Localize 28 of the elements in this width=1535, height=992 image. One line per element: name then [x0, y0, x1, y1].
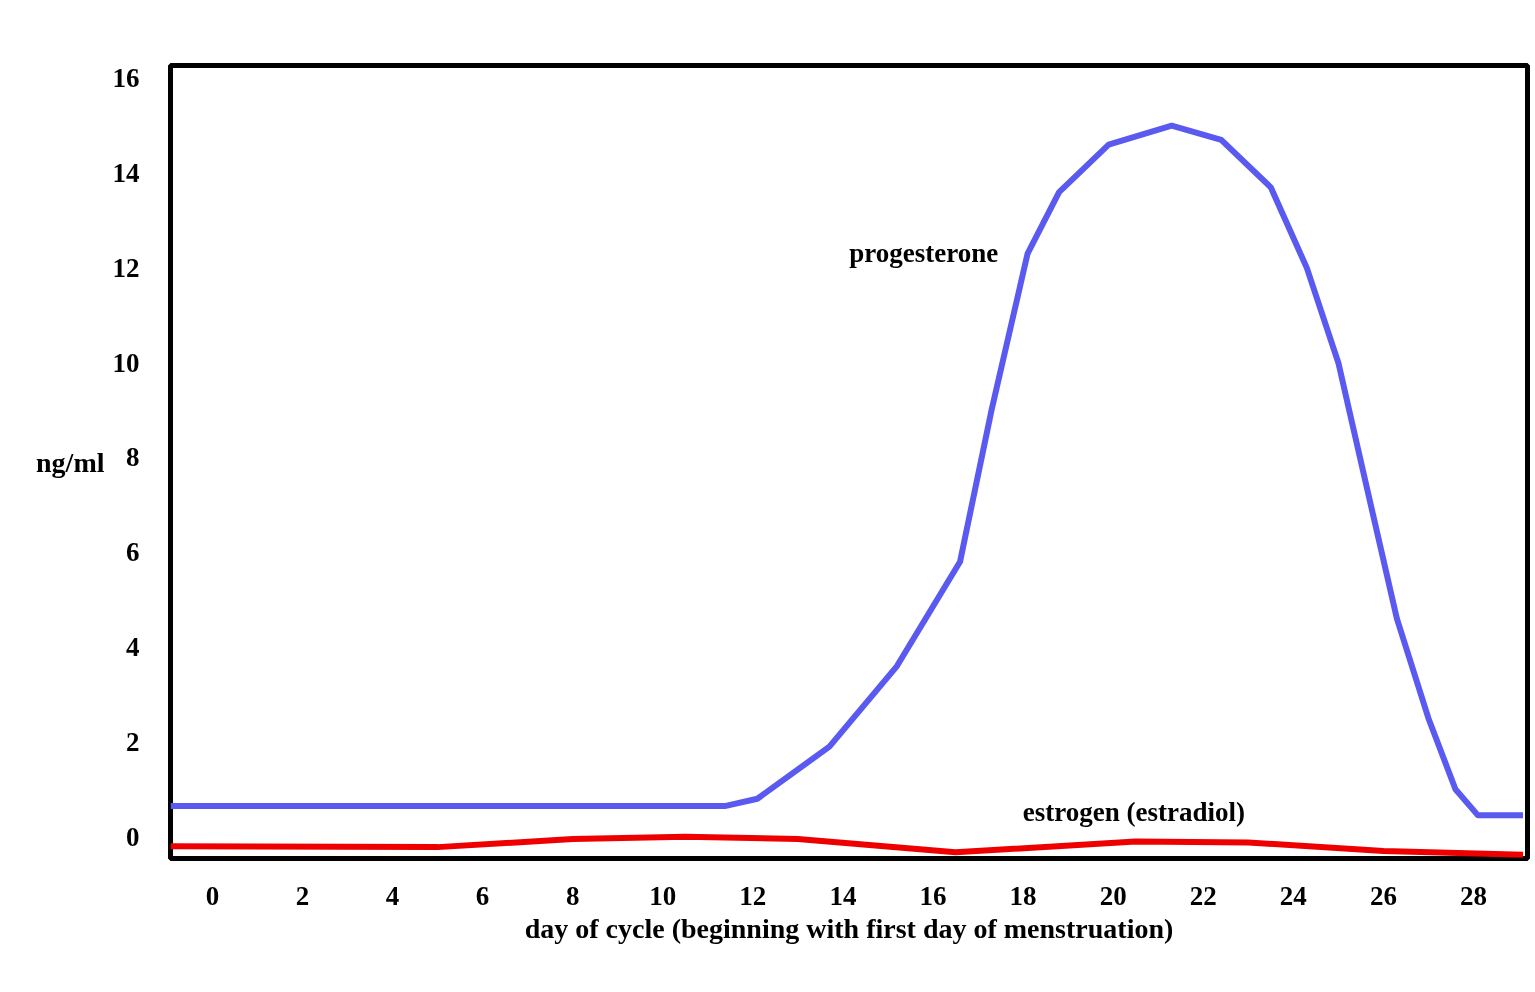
x-tick-label: 22: [1189, 880, 1217, 911]
x-tick-label: 24: [1279, 880, 1307, 911]
x-tick-label: 12: [739, 880, 767, 911]
x-tick-label: 8: [565, 880, 580, 911]
series-label: estrogen (estradiol): [1022, 796, 1246, 827]
y-tick-label: 0: [126, 821, 140, 852]
y-tick-label: 10: [112, 347, 140, 378]
x-tick-label: 2: [295, 880, 310, 911]
x-tick-label: 14: [829, 880, 857, 911]
x-tick-label: 10: [649, 880, 677, 911]
x-tick-label: 26: [1369, 880, 1397, 911]
x-tick-label: 16: [919, 880, 947, 911]
y-tick-label: 6: [126, 537, 140, 568]
x-tick-label: 0: [205, 880, 220, 911]
x-tick-label: 18: [1009, 880, 1037, 911]
y-tick-label: 12: [112, 252, 140, 283]
x-tick-label: 6: [475, 880, 490, 911]
series-label: progesterone: [849, 237, 999, 268]
x-tick-label: 20: [1099, 880, 1127, 911]
x-axis-title: day of cycle (beginning with first day of menstruation): [524, 912, 1174, 944]
y-tick-label: 14: [112, 158, 140, 189]
y-tick-label: 8: [126, 442, 140, 473]
y-axis-title: ng/ml: [36, 446, 105, 478]
x-tick-label: 4: [385, 880, 400, 911]
y-tick-label: 4: [126, 632, 140, 663]
y-tick-label: 2: [126, 726, 140, 757]
x-tick-label: 28: [1459, 880, 1487, 911]
y-tick-label: 16: [112, 63, 140, 94]
